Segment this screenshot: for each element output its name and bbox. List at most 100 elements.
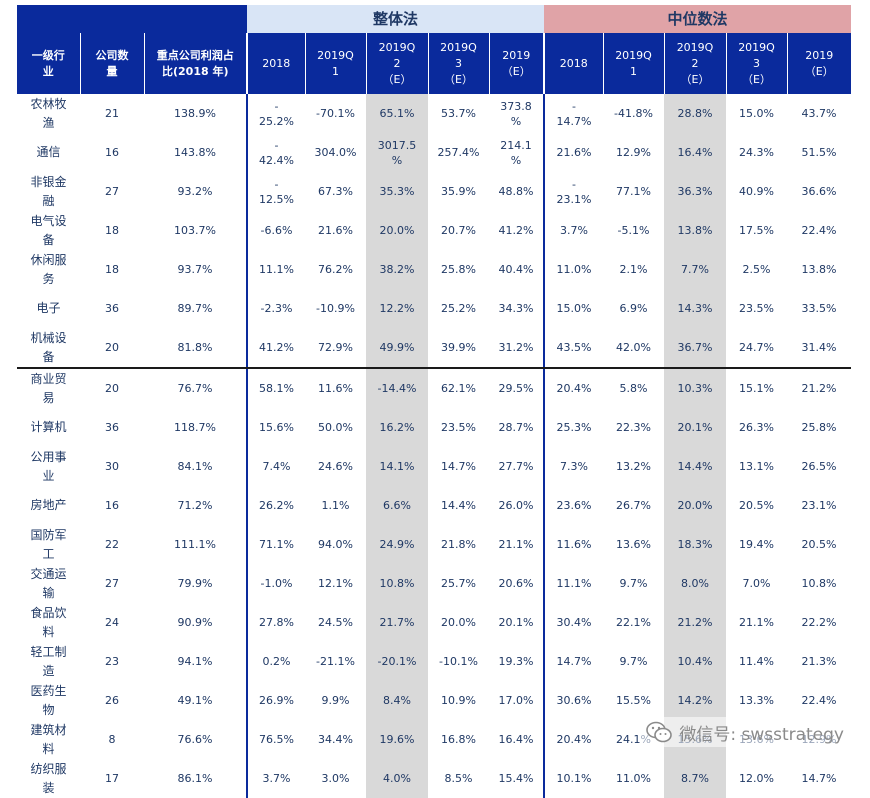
- median-2019q1-cell: -5.1%: [617, 224, 650, 237]
- column-header-row: 一级行 业 公司数 量 重点公司利润占 比(2018 年) 2018 2019Q…: [17, 33, 852, 94]
- median-2019q3-cell: 20.5%: [739, 499, 774, 512]
- median-2019q3-cell: 15.0%: [739, 107, 774, 120]
- industry-cell: 电子: [36, 301, 61, 315]
- median-2019-cell: 25.8%: [801, 421, 837, 434]
- median-2019q1-cell: 13.2%: [616, 460, 651, 473]
- col-header-whole-2019q3: 2019Q 3 （E）: [427, 33, 489, 94]
- whole-2018-cell: 15.6%: [246, 408, 305, 447]
- whole-2019-cell: 31.2%: [489, 328, 545, 369]
- median-2019q3-cell: 2.5%: [742, 263, 771, 276]
- whole-2018-cell: - 12.5%: [246, 172, 305, 211]
- whole-2019q1-cell: 1.1%: [321, 499, 350, 512]
- whole-2018-cell: - 25.2%: [246, 94, 305, 133]
- whole-2019q1-cell: 50.0%: [318, 421, 353, 434]
- median-2019-cell: 51.5%: [801, 146, 837, 159]
- median-2019q3-cell: 23.5%: [739, 302, 774, 315]
- col-header-whole-2019q1: 2019Q 1: [304, 33, 366, 94]
- profit-ratio-cell: 103.7%: [174, 224, 216, 237]
- whole-2019q3-cell: 23.5%: [441, 421, 476, 434]
- col-header-median-2018: 2018: [543, 33, 604, 94]
- company-count-cell: 21: [105, 107, 119, 120]
- median-2019q3-cell: 21.1%: [739, 616, 774, 629]
- table-row: 休闲服 务 18 93.7% 11.1% 76.2% 38.2% 25.8% 40.4% 11.…: [17, 250, 851, 289]
- median-2018-cell: 11.1%: [543, 564, 604, 603]
- col-header-whole-2019q2: 2019Q 2 （E）: [365, 33, 428, 94]
- profit-ratio-cell: 81.8%: [144, 328, 247, 369]
- whole-2018-cell: 41.2%: [246, 328, 305, 369]
- whole-2019q1-cell: 3.0%: [321, 772, 350, 785]
- median-2019q2-cell: 14.4%: [664, 447, 727, 486]
- whole-2019q3-cell: 20.7%: [441, 224, 476, 237]
- median-2018-cell: 21.6%: [543, 133, 604, 172]
- median-2019q3-cell: 13.1%: [739, 460, 774, 473]
- col-header-median-2019q1: 2019Q 1: [602, 33, 665, 94]
- whole-2019q1-cell: 94.0%: [318, 538, 353, 551]
- whole-2018-cell: 11.1%: [246, 250, 305, 289]
- whole-2019-cell: 15.4%: [498, 772, 534, 785]
- industry-cell: 通信: [36, 145, 61, 159]
- industry-cell: 房地产: [30, 498, 67, 512]
- whole-2019-cell: 16.4%: [498, 733, 534, 746]
- whole-2019q3-cell: 62.1%: [441, 382, 476, 395]
- whole-2019-cell: 21.1%: [498, 538, 534, 551]
- median-2019q2-cell: 14.3%: [664, 289, 727, 328]
- median-2018-cell: 10.1%: [543, 759, 604, 798]
- industry-cell: 交通运 输: [30, 566, 67, 600]
- table-row: 国防军 工 22 111.1% 71.1% 94.0% 24.9% 21.8% 21.1% 11…: [17, 525, 851, 564]
- median-2018-cell: 25.3%: [543, 408, 604, 447]
- median-2019q2-cell: 8.7%: [664, 759, 727, 798]
- industry-cell: 纺织服 装: [30, 761, 67, 795]
- table-row: 机械设 备 20 81.8% 41.2% 72.9% 49.9% 39.9% 31.2% 43.…: [17, 328, 852, 369]
- median-2018-cell: 14.7%: [543, 642, 604, 681]
- whole-2019q2-cell: 10.8%: [366, 564, 428, 603]
- whole-2019q2-cell: 49.9%: [366, 328, 428, 369]
- company-count-cell: 26: [105, 694, 119, 707]
- whole-2019q1-cell: 21.6%: [318, 224, 353, 237]
- whole-2018-cell: 26.2%: [246, 486, 305, 525]
- company-count-cell: 8: [108, 733, 116, 746]
- group-whole-method: 整体法: [247, 5, 545, 33]
- col-header-whole-2018: 2018: [246, 33, 305, 94]
- industry-cell: 食品饮 料: [30, 605, 67, 639]
- median-2019q1-cell: 9.7%: [619, 577, 648, 590]
- median-2019-cell: 22.2%: [801, 616, 837, 629]
- median-2019q2-cell: 20.0%: [664, 486, 727, 525]
- whole-2018-cell: 71.1%: [246, 525, 305, 564]
- whole-2019q2-cell: 12.2%: [366, 289, 428, 328]
- profit-ratio-cell: 49.1%: [177, 694, 213, 707]
- table-row: 非银金 融 27 93.2% - 12.5% 67.3% 35.3% 35.9% 48.8% -…: [17, 172, 851, 211]
- whole-2019q2-cell: 24.9%: [366, 525, 428, 564]
- median-2019q2-cell: 16.4%: [664, 133, 727, 172]
- whole-2019q3-cell: 10.9%: [441, 694, 476, 707]
- median-2018-cell: 23.6%: [543, 486, 604, 525]
- whole-2019q3-cell: 14.7%: [441, 460, 476, 473]
- whole-2019-cell: 20.6%: [498, 577, 534, 590]
- profit-ratio-cell: 86.1%: [177, 772, 213, 785]
- whole-2019q3-cell: 25.2%: [441, 302, 476, 315]
- whole-2019q2-cell: 21.7%: [366, 603, 428, 642]
- company-count-cell: 22: [105, 538, 119, 551]
- median-2019q1-cell: 15.5%: [616, 694, 651, 707]
- col-header-median-2019: 2019 （E）: [786, 33, 852, 94]
- median-2019-cell: 22.4%: [801, 694, 837, 707]
- company-count-cell: 36: [105, 421, 119, 434]
- median-2018-cell: 11.6%: [543, 525, 604, 564]
- whole-2019-cell: 48.8%: [498, 185, 534, 198]
- industry-cell: 电气设 备: [30, 213, 67, 247]
- median-2019q1-cell: 12.9%: [616, 146, 651, 159]
- whole-2018-cell: 0.2%: [246, 642, 305, 681]
- median-2018-cell: 3.7%: [543, 211, 604, 250]
- whole-2019q1-cell: 67.3%: [318, 185, 353, 198]
- median-2019q3-cell: 17.5%: [739, 224, 774, 237]
- watermark: 微信号: swsstrategy: [641, 717, 848, 747]
- table-row: 公用事 业 30 84.1% 7.4% 24.6% 14.1% 14.7% 27.7% 7.3%…: [17, 447, 851, 486]
- table-row: 通信 16 143.8% - 42.4% 304.0% 3017.5 % 257.4% 214…: [17, 133, 851, 172]
- table-row: 纺织服 装 17 86.1% 3.7% 3.0% 4.0% 8.5% 15.4% 10.1% 11…: [17, 759, 851, 798]
- median-2019-cell: 22.4%: [801, 224, 837, 237]
- col-header-profit-ratio: 重点公司利润占 比(2018 年): [143, 33, 247, 94]
- company-count-cell: 27: [105, 577, 119, 590]
- group-median-method: 中位数法: [544, 5, 852, 33]
- table-row: 轻工制 造 23 94.1% 0.2% -21.1% -20.1% -10.1% 19.3% 1…: [17, 642, 851, 681]
- median-2019q3-cell: 15.1%: [739, 382, 774, 395]
- industry-cell: 医药生 物: [30, 683, 67, 717]
